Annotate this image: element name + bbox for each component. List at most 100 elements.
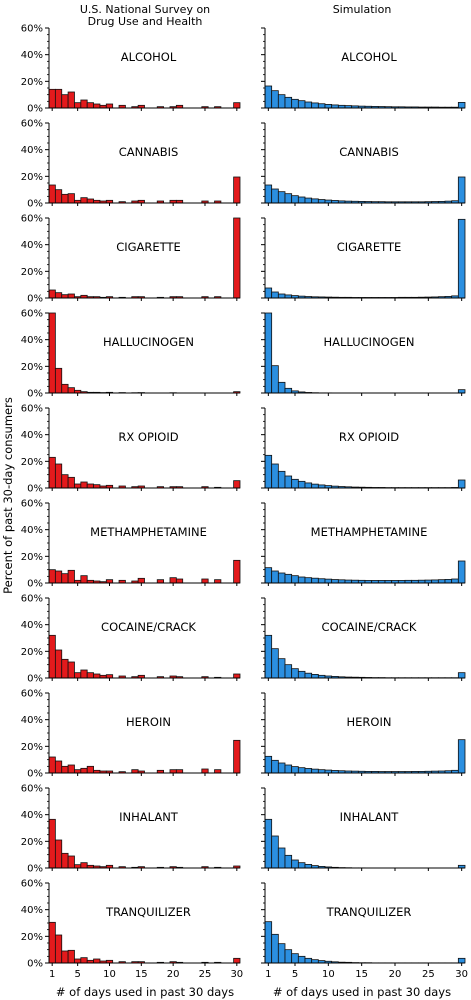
y-tick-label: 0% (27, 769, 43, 780)
bar (48, 184, 56, 204)
y-tick-label: 20% (21, 267, 43, 278)
simulation-x-axis-label: # of days used in past 30 days (273, 985, 451, 999)
bar (277, 658, 286, 679)
simulation-panel-cannabis: CANNABIS (261, 122, 466, 206)
bar (48, 456, 56, 489)
bar (48, 634, 56, 679)
x-tick-label: 5 (292, 969, 298, 980)
bar (175, 578, 184, 584)
drug-label: INHALANT (119, 810, 179, 824)
bar (80, 481, 88, 489)
bar (457, 102, 466, 109)
bar (264, 921, 273, 964)
bar (297, 767, 306, 774)
bar (291, 98, 299, 109)
simulation-panel-methamphetamine: METHAMPHETAMINE (261, 502, 466, 586)
y-tick-label: 0% (27, 959, 43, 970)
drug-label: CANNABIS (339, 145, 399, 159)
drug-label: COCAINE/CRACK (322, 620, 417, 634)
bar (291, 575, 299, 584)
bar (169, 577, 177, 584)
y-tick-label: 20% (21, 932, 43, 943)
bar (457, 176, 466, 204)
bar (264, 755, 273, 774)
drug-label: INHALANT (340, 810, 400, 824)
drug-label: TRANQUILIZER (326, 905, 412, 919)
bar (61, 193, 69, 204)
bar (201, 578, 209, 584)
bar (86, 198, 94, 204)
bar (284, 193, 293, 204)
y-tick-label: 60% (21, 404, 43, 415)
y-tick-label: 0% (27, 104, 43, 115)
bar (457, 560, 466, 584)
bar (48, 818, 56, 869)
bar (61, 852, 69, 869)
drug-label: METHAMPHETAMINE (90, 525, 207, 539)
y-tick-label: 20% (21, 172, 43, 183)
bar (324, 578, 333, 584)
y-tick-label: 40% (21, 145, 43, 156)
bar (74, 102, 82, 109)
bar (291, 668, 299, 679)
survey-x-axis-label: # of days used in past 30 days (56, 985, 234, 999)
bar (311, 577, 319, 584)
survey-panel-rx-opioid: 0% 20% 40% 60% RX OPIOID (21, 404, 241, 495)
drug-label: RX OPIOID (118, 430, 178, 444)
bar (311, 483, 319, 489)
bar (74, 672, 82, 679)
y-tick-label: 0% (27, 294, 43, 305)
bar (331, 579, 339, 584)
bar (277, 847, 286, 869)
bar (457, 218, 466, 299)
bar (277, 191, 286, 204)
y-tick-label: 60% (21, 24, 43, 35)
bar (311, 102, 319, 109)
survey-panel-hallucinogen: 0% 20% 40% 60% HALLUCINOGEN (21, 309, 241, 400)
bar (233, 176, 241, 204)
bar (324, 104, 333, 109)
bar (271, 463, 279, 489)
column-title-line: U.S. National Survey on (80, 3, 210, 16)
y-tick-label: 20% (21, 837, 43, 848)
bar (54, 189, 63, 204)
bar (271, 759, 279, 774)
y-tick-label: 20% (21, 77, 43, 88)
bar (67, 855, 75, 869)
y-tick-label: 60% (21, 784, 43, 795)
bar (271, 648, 279, 679)
survey-panel-inhalant: 0% 20% 40% 60% INHALANT (21, 784, 241, 875)
bar (264, 454, 273, 489)
bar (291, 859, 299, 869)
drug-label: ALCOHOL (121, 50, 177, 64)
bar (80, 575, 88, 584)
drug-label: COCAINE/CRACK (101, 620, 196, 634)
bar (311, 198, 319, 204)
y-tick-label: 40% (21, 50, 43, 61)
bar (304, 864, 313, 869)
bar (277, 762, 286, 774)
bar (80, 99, 88, 109)
bar (284, 475, 293, 489)
drug-label: CANNABIS (119, 145, 179, 159)
bar (317, 103, 326, 109)
bar (54, 649, 63, 679)
bar (67, 764, 75, 774)
bar (297, 670, 306, 679)
bar (304, 672, 313, 679)
bar (48, 569, 56, 584)
y-tick-label: 60% (21, 689, 43, 700)
y-tick-label: 40% (21, 810, 43, 821)
x-tick-label: 1 (49, 969, 55, 980)
bar (67, 91, 75, 109)
y-tick-label: 20% (21, 647, 43, 658)
bar (80, 957, 88, 964)
x-tick-label: 30 (455, 969, 468, 980)
bar (457, 672, 466, 679)
x-tick-label: 20 (167, 969, 180, 980)
bar (67, 661, 75, 679)
y-tick-label: 0% (27, 674, 43, 685)
bar (67, 949, 75, 964)
bar (233, 480, 241, 489)
